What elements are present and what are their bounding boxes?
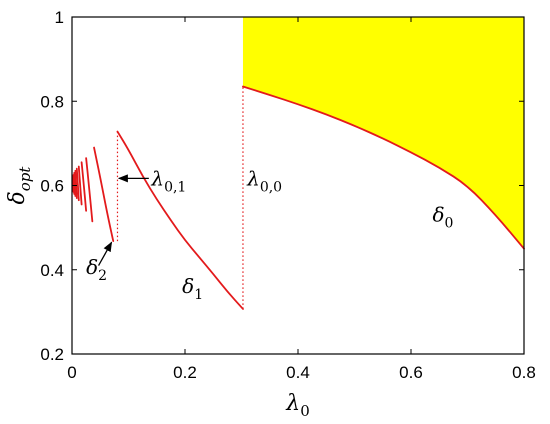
yellow-feasible-region bbox=[242, 17, 524, 249]
y-tick-label: 0.4 bbox=[40, 261, 64, 280]
series-line-6 bbox=[75, 167, 80, 202]
annotation-lambda00: λ0,0 bbox=[246, 167, 282, 196]
x-tick-label: 0.2 bbox=[173, 363, 197, 382]
fill-region bbox=[242, 17, 524, 249]
annotation-lambda00-sub: 0,0 bbox=[260, 180, 282, 196]
annotation-delta2-main: δ bbox=[86, 255, 98, 279]
x-axis-label: λ0 bbox=[285, 391, 310, 420]
series-line-10 bbox=[71, 176, 75, 193]
y-tick-label: 0.8 bbox=[40, 92, 64, 111]
arrows bbox=[97, 174, 149, 266]
x-tick-label: 0.4 bbox=[286, 363, 310, 382]
arrow-delta2 bbox=[97, 241, 113, 266]
y-tick-label: 0.2 bbox=[40, 345, 64, 364]
series-line-3 bbox=[85, 157, 94, 223]
y-tick-label: 0.6 bbox=[40, 177, 64, 196]
y-axis-label-sub: opt bbox=[16, 166, 34, 192]
x-tick-label: 0.6 bbox=[399, 363, 423, 382]
annotation-delta1-main: δ bbox=[182, 274, 194, 298]
annotation-lambda01: λ0,1 bbox=[150, 167, 186, 196]
annotation-delta0-sub: 0 bbox=[445, 215, 454, 231]
x-axis-label-sub: 0 bbox=[300, 402, 310, 420]
series-line-5 bbox=[77, 165, 83, 206]
annotation-delta2: δ2 bbox=[86, 255, 107, 284]
annotation-delta0: δ0 bbox=[432, 202, 453, 231]
x-tick-label: 0 bbox=[67, 363, 76, 382]
x-tick-label: 0.8 bbox=[512, 363, 536, 382]
annotation-delta1-sub: 1 bbox=[194, 287, 203, 303]
ticks: 0 0.2 0.4 0.6 0.80.20.40.60.81 bbox=[40, 8, 535, 382]
series-line-4 bbox=[80, 161, 88, 212]
series-line-1 bbox=[116, 130, 244, 310]
dotted-lines bbox=[116, 86, 244, 309]
series-line-2 bbox=[93, 146, 115, 243]
annotation-delta0-main: δ bbox=[432, 202, 444, 226]
x-axis-label-main: λ bbox=[285, 391, 300, 416]
annotation-lambda01-sub: 0,1 bbox=[164, 180, 186, 196]
annotation-lambda00-main: λ bbox=[246, 167, 260, 191]
series-line-0 bbox=[242, 85, 525, 250]
y-axis-label-main: δ bbox=[5, 191, 30, 204]
annotation-delta2-sub: 2 bbox=[98, 268, 107, 284]
y-tick-label: 1 bbox=[55, 8, 64, 27]
annotation-delta1: δ1 bbox=[182, 274, 203, 303]
annotation-lambda01-main: λ bbox=[150, 167, 164, 191]
y-axis-label: δopt bbox=[5, 166, 34, 205]
